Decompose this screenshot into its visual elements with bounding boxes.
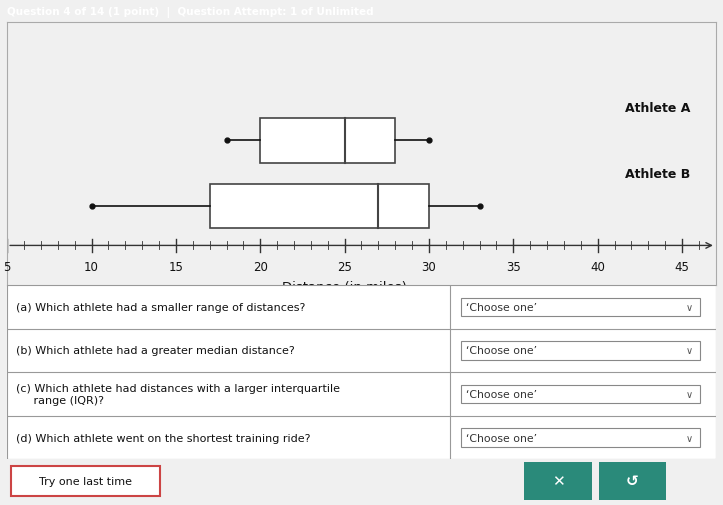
Text: ∨: ∨ [685, 302, 693, 312]
Text: Athlete A: Athlete A [625, 102, 690, 115]
Text: ✕: ✕ [552, 474, 565, 488]
Text: 35: 35 [506, 261, 521, 273]
Bar [260, 119, 395, 163]
Text: ∨: ∨ [685, 345, 693, 356]
Bar [210, 184, 429, 229]
Bar [461, 298, 700, 316]
Text: ‘Choose one’: ‘Choose one’ [466, 389, 537, 399]
Text: 10: 10 [84, 261, 99, 273]
Text: (b) Which athlete had a greater median distance?: (b) Which athlete had a greater median d… [16, 345, 294, 356]
Text: ∨: ∨ [685, 389, 693, 399]
Text: (c) Which athlete had distances with a larger interquartile
     range (IQR)?: (c) Which athlete had distances with a l… [16, 383, 340, 405]
Bar [11, 466, 160, 496]
Text: ‘Choose one’: ‘Choose one’ [466, 302, 537, 312]
Text: Distance (in miles): Distance (in miles) [282, 280, 407, 293]
Text: Question 4 of 14 (1 point)  |  Question Attempt: 1 of Unlimited: Question 4 of 14 (1 point) | Question At… [7, 7, 374, 18]
Text: Athlete B: Athlete B [625, 167, 690, 180]
Text: ‘Choose one’: ‘Choose one’ [466, 433, 537, 443]
Text: 30: 30 [422, 261, 437, 273]
Text: Try one last time: Try one last time [38, 476, 132, 486]
Text: 20: 20 [253, 261, 268, 273]
Bar [461, 385, 700, 403]
Bar [461, 429, 700, 447]
Text: (a) Which athlete had a smaller range of distances?: (a) Which athlete had a smaller range of… [16, 302, 305, 312]
Bar [461, 341, 700, 360]
Text: ∨: ∨ [685, 433, 693, 443]
Text: 15: 15 [168, 261, 184, 273]
Text: ↺: ↺ [626, 474, 639, 488]
Text: 45: 45 [675, 261, 690, 273]
Text: ‘Choose one’: ‘Choose one’ [466, 345, 537, 356]
Bar [599, 463, 666, 500]
Bar [524, 463, 591, 500]
Text: (d) Which athlete went on the shortest training ride?: (d) Which athlete went on the shortest t… [16, 433, 310, 443]
Text: 5: 5 [4, 261, 11, 273]
Text: 40: 40 [590, 261, 605, 273]
Text: 25: 25 [337, 261, 352, 273]
